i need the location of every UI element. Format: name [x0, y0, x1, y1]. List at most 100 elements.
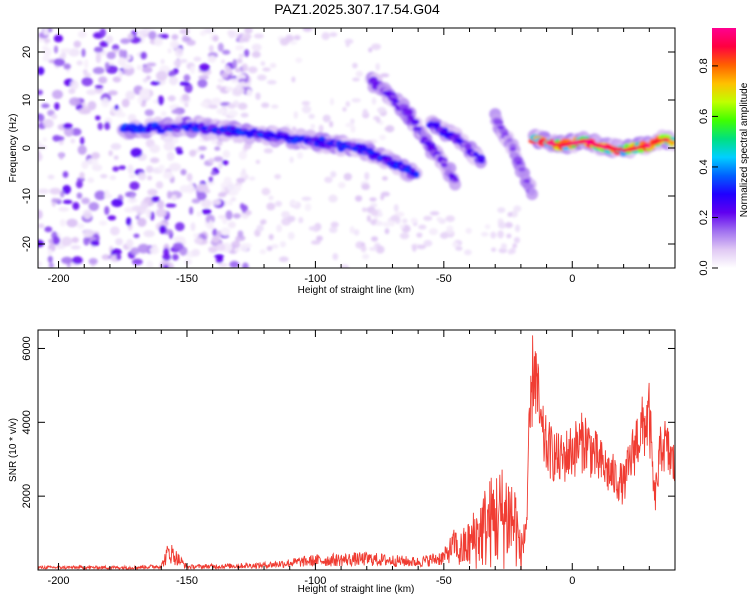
- heatmap-cell: [490, 231, 497, 239]
- heatmap-cell: [157, 95, 164, 106]
- heatmap-cell: [189, 149, 197, 157]
- figure-title: PAZ1.2025.307.17.54.G04: [274, 1, 440, 17]
- heatmap-cell: [399, 224, 405, 229]
- heatmap-cell: [162, 253, 172, 261]
- heatmap-cell: [293, 111, 298, 119]
- heatmap-cell: [414, 126, 422, 131]
- heatmap-cell: [220, 227, 231, 236]
- heatmap-cell: [248, 66, 258, 74]
- heatmap-cell: [236, 183, 242, 192]
- heatmap-cell: [243, 33, 252, 40]
- heatmap-cell: [127, 198, 138, 204]
- heatmap-cell: [279, 37, 290, 46]
- heatmap-cell: [421, 136, 428, 141]
- heatmap-cell: [370, 236, 379, 242]
- heatmap-cell: [382, 91, 390, 95]
- heatmap-cell: [375, 245, 385, 254]
- heatmap-cell: [513, 205, 522, 213]
- heatmap-cell: [345, 101, 351, 107]
- heatmap-cell: [169, 162, 182, 172]
- heatmap-cell: [214, 146, 221, 151]
- heatmap-cell: [199, 154, 205, 160]
- heatmap-cell: [52, 89, 63, 100]
- heatmap-cell: [94, 84, 104, 89]
- heatmap-cell: [62, 123, 73, 129]
- heatmap-cell: [128, 173, 136, 179]
- heatmap-cell: [59, 152, 64, 160]
- heatmap-cell: [360, 245, 367, 253]
- heatmap-cell: [279, 241, 287, 248]
- heatmap-cell: [94, 190, 106, 201]
- heatmap-cell: [216, 243, 226, 252]
- heatmap-cell: [171, 194, 177, 202]
- heatmap-cell: [584, 139, 592, 144]
- x-tick-label: -200: [48, 575, 70, 587]
- heatmap-cell: [51, 198, 62, 203]
- heatmap-cell: [200, 199, 212, 208]
- heatmap-cell: [401, 107, 409, 112]
- heatmap-cell: [298, 216, 304, 224]
- heatmap-cell: [220, 59, 226, 64]
- snr-line: [38, 335, 675, 570]
- heatmap-cell: [84, 59, 89, 69]
- heatmap-cell: [238, 53, 245, 59]
- heatmap-cell: [62, 171, 69, 178]
- heatmap-cell: [240, 112, 249, 118]
- colorbar-scale: [712, 28, 736, 268]
- heatmap-cell: [186, 124, 194, 129]
- heatmap-cell: [237, 230, 244, 238]
- heatmap-cell: [38, 113, 45, 123]
- colorbar-ticks: 0.0 0.2 0.4 0.6 0.8: [698, 58, 718, 276]
- heatmap-cell: [375, 117, 381, 124]
- x-tick-label: -200: [48, 273, 70, 285]
- colorbar: 0.0 0.2 0.4 0.6 0.8 Normalized spectral ampl…: [698, 28, 750, 276]
- heatmap-cell: [464, 143, 472, 151]
- heatmap-cell: [196, 183, 209, 193]
- heatmap-cell: [97, 122, 103, 131]
- heatmap-cell: [361, 207, 367, 213]
- heatmap-cell: [504, 222, 513, 229]
- heatmap-cell: [241, 168, 246, 175]
- heatmap-cell: [150, 81, 161, 86]
- heatmap-cell: [510, 210, 518, 218]
- heatmap-cell: [227, 110, 239, 117]
- heatmap-cell: [304, 203, 312, 212]
- heatmap-cell: [217, 42, 224, 52]
- heatmap-cell: [208, 158, 215, 164]
- heatmap-cell: [364, 172, 370, 181]
- heatmap-cell: [122, 49, 128, 59]
- heatmap-cell: [514, 224, 521, 233]
- heatmap-cell: [512, 243, 518, 249]
- heatmap-cell: [82, 209, 92, 220]
- heatmap-cell: [199, 63, 210, 72]
- heatmap-cell: [201, 208, 212, 215]
- heatmap-cell: [38, 152, 43, 162]
- heatmap-cell: [77, 30, 87, 39]
- heatmap-cell: [53, 34, 64, 43]
- heatmap-cell: [239, 203, 245, 210]
- heatmap-cell: [402, 167, 410, 172]
- heatmap-cell: [146, 75, 151, 80]
- heatmap-cell: [341, 265, 347, 268]
- heatmap-cell: [153, 125, 161, 130]
- heatmap-cell: [253, 33, 264, 39]
- heatmap-cell: [135, 215, 140, 220]
- heatmap-cell: [160, 58, 165, 65]
- heatmap-cell: [290, 200, 298, 206]
- heatmap-cell: [523, 183, 534, 189]
- heatmap-cell: [61, 256, 73, 265]
- heatmap-cell: [162, 264, 170, 268]
- heatmap-cell: [143, 198, 151, 203]
- heatmap-cell: [308, 226, 318, 231]
- heatmap-cell: [289, 40, 298, 45]
- heatmap-cell: [497, 207, 506, 213]
- heatmap-cell: [316, 235, 323, 242]
- heatmap-cell: [385, 125, 395, 133]
- heatmap-cell: [166, 151, 175, 161]
- heatmap-cell: [71, 256, 83, 265]
- heatmap-cell: [167, 262, 174, 268]
- heatmap-cell: [53, 45, 59, 54]
- heatmap-cell: [369, 197, 377, 202]
- heatmap-cell: [286, 136, 294, 140]
- heatmap-cell: [127, 164, 134, 174]
